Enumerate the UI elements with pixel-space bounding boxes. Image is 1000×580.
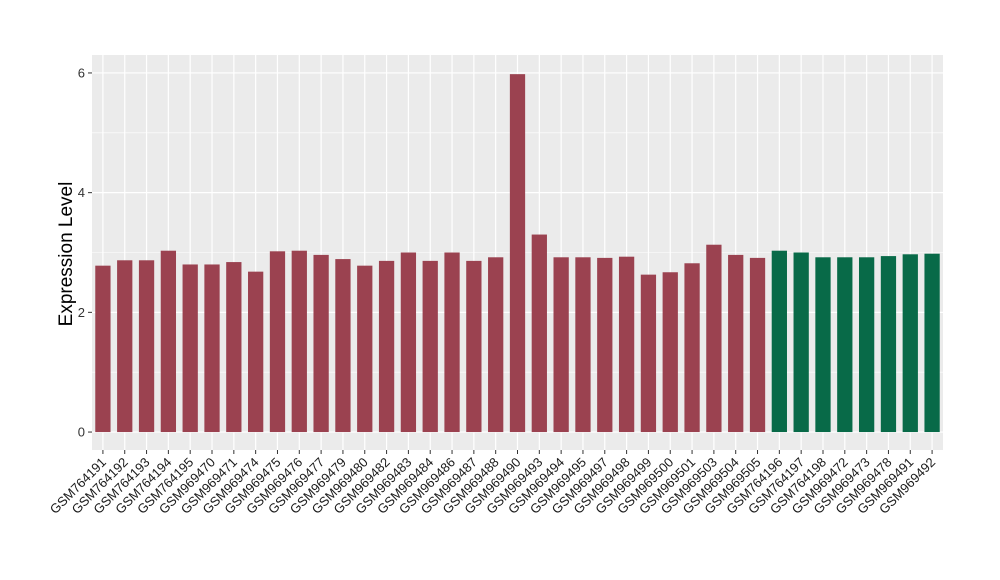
bars: [95, 74, 940, 433]
bar-GSM969503: [706, 244, 722, 433]
bar-GSM969504: [728, 254, 744, 433]
bar-GSM969498: [618, 256, 635, 433]
bar-GSM969492: [924, 253, 940, 433]
bar-GSM764193: [138, 260, 155, 433]
bar-GSM969491: [902, 254, 918, 433]
bar-GSM969500: [662, 272, 678, 433]
bar-GSM969470: [204, 264, 220, 433]
bar-GSM764195: [182, 264, 198, 433]
bar-GSM969487: [466, 260, 482, 433]
y-tick-label: 6: [78, 65, 85, 80]
bar-GSM969501: [684, 263, 700, 433]
bar-GSM969486: [444, 252, 460, 433]
bar-GSM969493: [531, 234, 547, 433]
bar-GSM764197: [793, 252, 809, 433]
bar-GSM969484: [422, 260, 438, 433]
bar-GSM969472: [837, 257, 853, 433]
y-tick-label: 0: [78, 425, 85, 440]
bar-GSM969497: [597, 257, 613, 433]
bar-GSM969499: [640, 274, 657, 433]
y-tick-label: 2: [78, 305, 85, 320]
bar-GSM969495: [575, 257, 591, 433]
bar-GSM969476: [291, 250, 307, 433]
bar-GSM969482: [378, 260, 395, 433]
y-axis-title: Expression Level: [56, 182, 77, 327]
bar-GSM969474: [248, 271, 264, 433]
bar-GSM764196: [771, 250, 787, 433]
bar-GSM969505: [749, 257, 766, 433]
y-axis: 0 2 4 6: [78, 65, 92, 440]
x-axis: GSM764191GSM764192GSM764193GSM764194GSM7…: [47, 450, 938, 517]
bar-GSM969490: [509, 74, 526, 433]
y-tick-label: 4: [78, 185, 85, 200]
bar-GSM969475: [269, 251, 286, 433]
bar-GSM969478: [880, 256, 897, 433]
bar-GSM969479: [335, 259, 351, 433]
bar-GSM764191: [95, 265, 111, 433]
bar-GSM764198: [815, 257, 831, 433]
bar-GSM969477: [313, 254, 329, 433]
bar-GSM969483: [400, 252, 417, 433]
bar-GSM969480: [357, 265, 373, 433]
bar-GSM969473: [858, 257, 875, 433]
bar-GSM969488: [488, 257, 504, 433]
bar-GSM764194: [160, 250, 177, 433]
bar-GSM969494: [553, 257, 569, 433]
bar-GSM764192: [117, 260, 133, 433]
bar-GSM969471: [226, 262, 242, 433]
